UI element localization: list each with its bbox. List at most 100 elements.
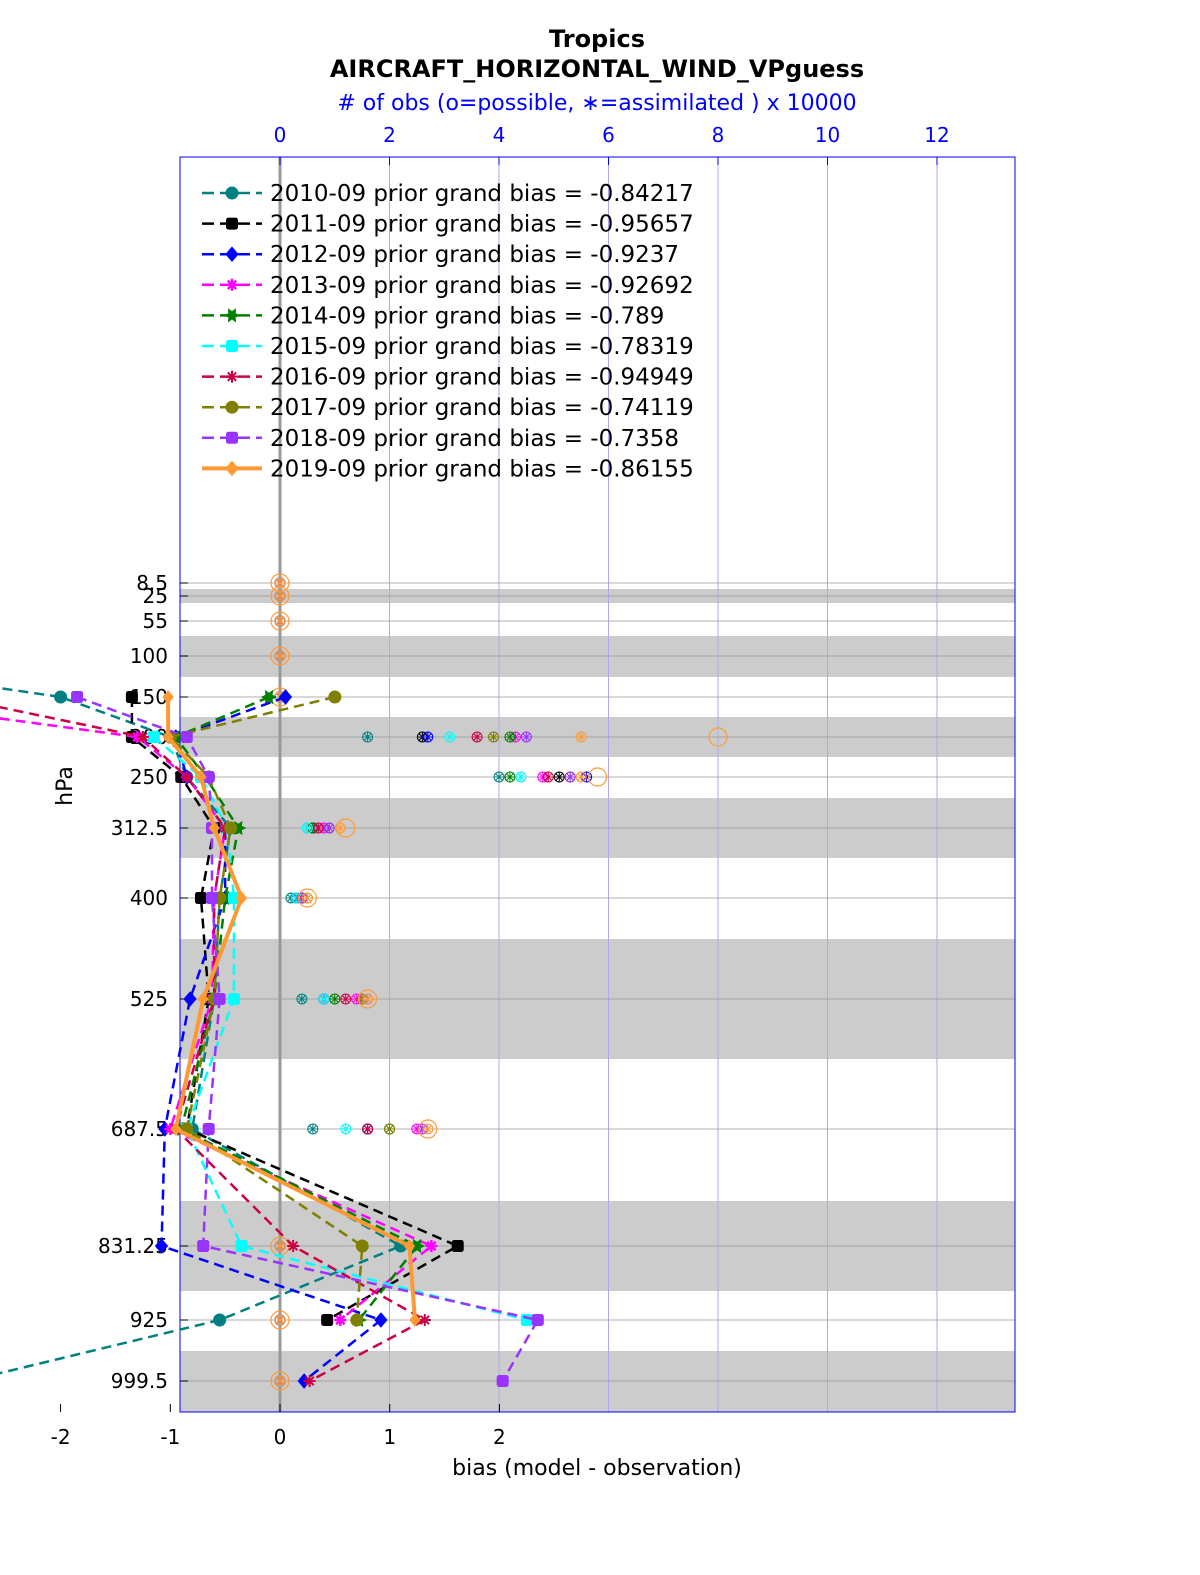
y-tick-label: 250 <box>130 765 168 789</box>
obs-count-marker <box>515 772 526 782</box>
grid <box>180 157 1015 1412</box>
obs-possible-marker <box>336 818 356 838</box>
series-2018-09 <box>71 691 544 1387</box>
obs-count-marker <box>362 994 373 1004</box>
obs-count-marker <box>335 823 346 833</box>
y-tick-label: 525 <box>130 987 168 1011</box>
legend-item: 2015-09 prior grand bias = -0.78319 <box>202 334 694 360</box>
data-point <box>355 1239 369 1253</box>
legend-item: 2016-09 prior grand bias = -0.94949 <box>202 365 694 391</box>
data-point <box>303 1375 316 1387</box>
obs-count-marker <box>275 1315 285 1325</box>
obs-possible-marker <box>358 989 378 1009</box>
legend-label: 2015-09 prior grand bias = -0.78319 <box>270 334 694 360</box>
y-tick-label: 312.5 <box>111 816 168 840</box>
data-point <box>225 400 239 414</box>
y-tick-label: 400 <box>130 886 168 910</box>
series-line <box>76 695 540 1382</box>
data-point <box>425 1240 438 1252</box>
obs-count-marker <box>340 1124 351 1134</box>
data-point <box>226 340 238 352</box>
top-tick-label: 12 <box>924 123 949 147</box>
obs-possible-marker <box>270 646 290 666</box>
data-point <box>403 1239 416 1253</box>
data-point <box>226 278 238 291</box>
obs-count-marker <box>275 1241 285 1251</box>
x-tick-label: -1 <box>160 1425 180 1449</box>
legend-item: 2014-09 prior grand bias = -0.789 <box>202 303 664 329</box>
obs-possible-marker <box>270 611 290 631</box>
data-point <box>496 1375 509 1387</box>
obs-possible-marker <box>270 1371 290 1391</box>
obs-possible-marker <box>587 767 608 787</box>
x-tick-label: 1 <box>383 1425 396 1449</box>
x-tick-label: 2 <box>493 1425 506 1449</box>
legend-label: 2013-09 prior grand bias = -0.92692 <box>270 273 694 299</box>
top-tick-label: 8 <box>712 123 725 147</box>
data-point <box>334 1314 347 1326</box>
data-point <box>227 993 240 1005</box>
obs-count-marker <box>362 732 373 742</box>
left-axis: 8.52555100150200250312.5400525687.5831.2… <box>98 571 188 1393</box>
legend-label: 2019-09 prior grand bias = -0.86155 <box>270 456 694 482</box>
data-point <box>520 1314 533 1326</box>
legend-item: 2019-09 prior grand bias = -0.86155 <box>202 456 694 482</box>
obs-count-marker <box>307 1124 318 1134</box>
top-tick-label: 4 <box>493 123 506 147</box>
x-axis-label: bias (model - observation) <box>452 1456 742 1481</box>
obs-count-marker <box>543 772 554 782</box>
chart-subtitle: AIRCRAFT_HORIZONTAL_WIND_VPguess <box>330 55 864 83</box>
obs-count-marker <box>275 616 285 626</box>
data-point <box>531 1314 544 1326</box>
obs-count-marker <box>504 732 515 742</box>
data-point <box>125 691 138 703</box>
top-tick-label: 10 <box>815 123 840 147</box>
data-point <box>162 690 174 704</box>
data-point <box>180 771 193 783</box>
obs-count-marker <box>313 823 324 833</box>
data-point <box>451 1240 464 1252</box>
top-tick-label: 0 <box>274 123 287 147</box>
top-tick-label: 6 <box>602 123 615 147</box>
y-axis-label: hPa <box>53 766 78 806</box>
top-axis: 0 2 4 6 8 10 12 <box>274 123 950 165</box>
data-point <box>147 731 160 743</box>
obs-count-marker <box>521 732 532 742</box>
legend: 2010-09 prior grand bias = -0.84217 2011-… <box>202 181 694 482</box>
obs-count-marker <box>275 1376 285 1386</box>
obs-possible-marker <box>418 1119 438 1139</box>
obs-count-marker <box>422 732 433 742</box>
data-point <box>197 992 209 1006</box>
legend-label: 2010-09 prior grand bias = -0.84217 <box>270 181 694 207</box>
obs-count-marker <box>275 591 285 601</box>
data-point <box>409 1313 421 1327</box>
series-line <box>153 736 528 1322</box>
data-point <box>278 689 293 705</box>
data-point <box>180 731 193 743</box>
data-point <box>225 460 239 477</box>
legend-item: 2013-09 prior grand bias = -0.92692 <box>202 273 694 299</box>
data-point <box>136 731 149 743</box>
obs-possible-marker <box>270 1310 290 1330</box>
obs-count-marker <box>275 651 285 661</box>
data-point <box>223 308 241 323</box>
y-tick-label: 8.5 <box>136 571 168 595</box>
data-point <box>328 690 342 704</box>
legend-item: 2012-09 prior grand bias = -0.9237 <box>202 242 679 268</box>
obs-count-marker <box>444 732 455 742</box>
data-point <box>54 690 68 704</box>
obs-count-marker <box>362 1124 373 1134</box>
level-band <box>180 636 1015 677</box>
data-point <box>213 993 226 1005</box>
obs-count-marker <box>472 732 483 742</box>
obs-count-marker <box>302 893 313 903</box>
data-point <box>226 217 238 230</box>
legend-item: 2017-09 prior grand bias = -0.74119 <box>202 395 694 421</box>
chart-title: Tropics <box>549 25 645 53</box>
data-point <box>321 1314 334 1326</box>
x-tick-label: 0 <box>274 1425 287 1449</box>
data-point <box>195 892 208 904</box>
data-point <box>374 1312 388 1328</box>
obs-count-marker <box>422 1124 433 1134</box>
legend-label: 2018-09 prior grand bias = -0.7358 <box>270 426 679 452</box>
